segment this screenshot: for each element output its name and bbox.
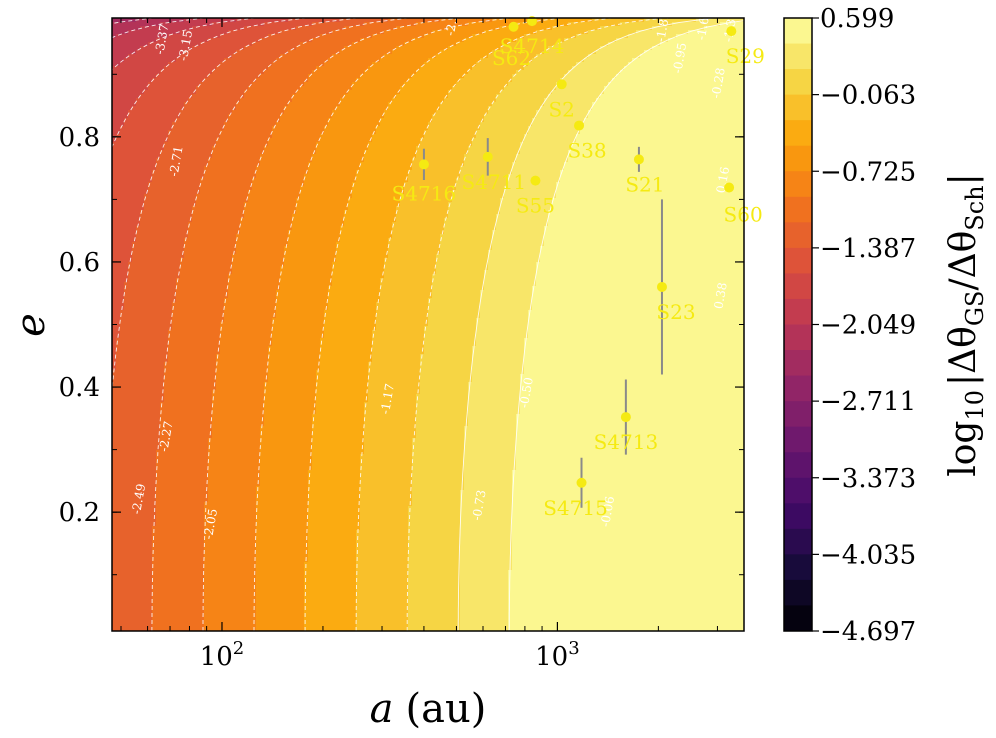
colorbar-tick-label: −4.035 xyxy=(820,540,916,570)
contour-label: -3.15 xyxy=(176,29,195,62)
colorbar-swatch xyxy=(784,69,812,96)
contour-label: -3.37 xyxy=(152,23,171,56)
contour-label: -0.73 xyxy=(469,489,488,522)
y-axis-title: e xyxy=(8,313,54,337)
contour-label: -2.27 xyxy=(157,420,176,453)
colorbar-tick-label: −2.049 xyxy=(820,311,916,341)
colorbar-swatch xyxy=(784,350,812,377)
colorbar-tick-label: −1.387 xyxy=(820,234,916,264)
star-label: S29 xyxy=(726,44,765,68)
colorbar-swatch xyxy=(784,145,812,172)
star-label: S38 xyxy=(567,139,606,163)
colorbar-tick-label: −0.063 xyxy=(820,81,916,111)
star-marker xyxy=(576,477,587,488)
colorbar-swatch xyxy=(784,94,812,121)
colorbar-ticks: 0.599 −0.063 −0.725 −1.387 −2.049 −2.711 −3.37… xyxy=(812,4,916,647)
colorbar-swatch xyxy=(784,298,812,325)
star-marker xyxy=(418,159,429,170)
contour-label: -1.83 xyxy=(653,10,672,43)
colorbar-tick-label: −3.373 xyxy=(820,464,916,494)
contour-label: -0.28 xyxy=(709,67,728,100)
y-tick-label: 0.4 xyxy=(59,373,100,403)
star-label: S21 xyxy=(625,172,664,196)
colorbar-swatch xyxy=(784,171,812,198)
star-marker xyxy=(508,21,519,32)
colorbar-swatch xyxy=(784,247,812,274)
colorbar-swatch xyxy=(784,528,812,555)
colorbar-swatch xyxy=(784,324,812,351)
star-marker xyxy=(726,26,737,37)
colorbar-swatch xyxy=(784,554,812,581)
contour-label: -0.06 xyxy=(598,495,617,528)
colorbar-swatch xyxy=(784,579,812,606)
star-label: S4716 xyxy=(392,181,457,205)
y-tick-label: 0.6 xyxy=(59,248,100,278)
colorbar-tick-label: 0.599 xyxy=(820,4,894,34)
contour-label: -0.95 xyxy=(670,42,689,75)
star-marker xyxy=(656,281,667,292)
x-axis-ticks: 102 103 xyxy=(120,18,718,672)
contour-label: -1.61 xyxy=(694,8,713,41)
contour-lines xyxy=(112,18,744,631)
star-marker xyxy=(620,412,631,423)
star-label: S23 xyxy=(656,300,695,324)
colorbar-swatch xyxy=(784,426,812,453)
colorbar-swatch xyxy=(784,477,812,504)
star-marker xyxy=(724,182,735,193)
star-label: S4714 xyxy=(500,34,565,58)
star-marker xyxy=(530,175,541,186)
colorbar-swatch xyxy=(784,503,812,530)
colorbar-swatch xyxy=(784,401,812,428)
colorbar-swatch xyxy=(784,18,812,45)
colorbar-swatch xyxy=(784,605,812,632)
star-marker xyxy=(574,120,585,131)
colorbar-tick-label: −0.725 xyxy=(820,157,916,187)
colorbar-swatch xyxy=(784,375,812,402)
colorbar-swatch xyxy=(784,196,812,223)
star-label: S60 xyxy=(724,203,763,227)
star-marker xyxy=(633,154,644,165)
star-marker xyxy=(556,79,567,90)
y-axis-ticks: 0.2 0.4 0.6 0.8 xyxy=(59,73,744,576)
contour-label: -2.49 xyxy=(129,483,148,516)
contour-label: -0.50 xyxy=(517,376,536,409)
contour-fill xyxy=(112,18,744,631)
colorbar xyxy=(784,18,812,632)
y-tick-label: 0.8 xyxy=(59,123,100,153)
star-label: S4713 xyxy=(594,430,659,454)
colorbar-swatch xyxy=(784,120,812,147)
colorbar-swatch xyxy=(784,452,812,479)
contour-label: -2.71 xyxy=(167,145,186,178)
star-label: S2 xyxy=(548,97,574,121)
colorbar-title: log10|ΔθGS/ΔθSch| xyxy=(943,173,989,477)
colorbar-tick-label: −2.711 xyxy=(820,387,916,417)
star-label: S4715 xyxy=(543,496,608,520)
star-label: S55 xyxy=(516,194,555,218)
contour-label: -1.17 xyxy=(378,382,397,415)
contour-label: 0.38 xyxy=(711,281,729,310)
colorbar-swatch xyxy=(784,273,812,300)
colorbar-swatch xyxy=(784,43,812,70)
x-tick-label: 102 xyxy=(200,638,245,672)
colorbar-tick-label: −4.697 xyxy=(820,617,916,647)
star-marker xyxy=(482,151,493,162)
contour-label: -2.05 xyxy=(201,508,220,541)
contour-label: -2.93 xyxy=(443,4,462,37)
x-tick-label: 103 xyxy=(535,638,580,672)
x-axis-title: a (au) xyxy=(370,686,487,732)
y-tick-label: 0.2 xyxy=(59,498,100,528)
star-label: S62 xyxy=(492,46,531,70)
star-label: S4711 xyxy=(461,170,526,194)
contour-labels: -2.49 -2.27 -2.05 -2.71 -3.37 -3.15 -2.93 -1.17… xyxy=(129,4,740,541)
colorbar-swatch xyxy=(784,222,812,249)
